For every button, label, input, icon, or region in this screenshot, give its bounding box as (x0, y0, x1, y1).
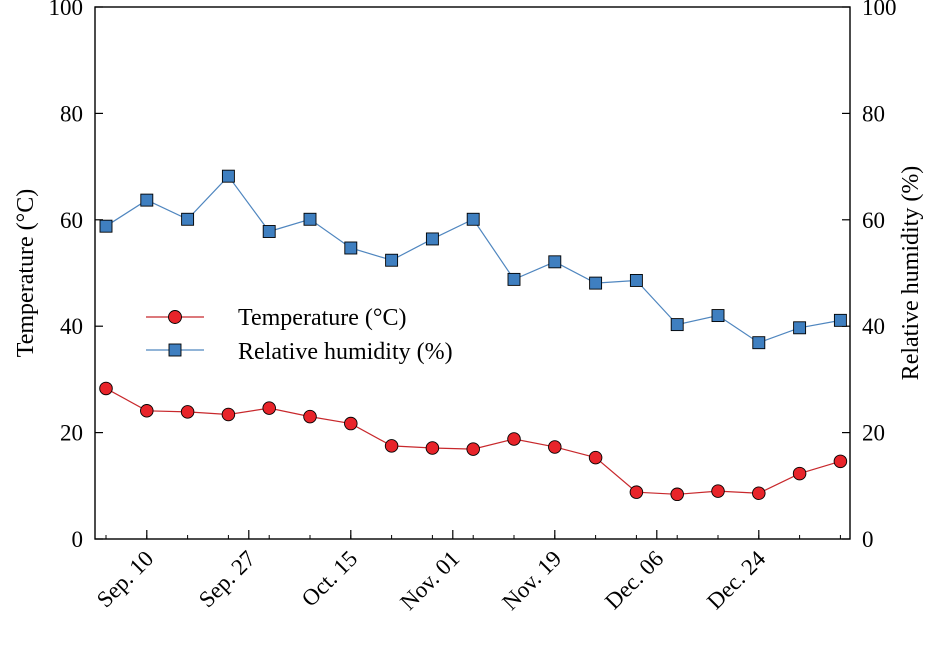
temperature-point (670, 487, 684, 502)
humidity-point (140, 193, 154, 207)
right-tick-label: 80 (862, 101, 885, 126)
x-tick-label: Sep. 10 (92, 546, 158, 612)
humidity-point (344, 241, 358, 255)
temperature-point (466, 442, 480, 456)
humidity-point (589, 276, 603, 290)
temperature-point (99, 381, 113, 396)
humidity-point (466, 212, 480, 226)
humidity-point (99, 219, 113, 233)
left-tick-label: 20 (60, 421, 83, 446)
right-tick-label: 40 (862, 314, 885, 339)
right-axis-title: Relative humidity (%) (898, 166, 924, 381)
humidity-point (711, 309, 725, 323)
humidity-point (833, 313, 847, 327)
right-axis-ticks: 0 20 40 60 80 100 (842, 0, 897, 552)
temperature-point (792, 466, 807, 481)
humidity-point (670, 318, 684, 332)
x-tick-label: Dec. 06 (600, 546, 668, 614)
legend-marker-humidity (168, 343, 182, 357)
temperature-point (221, 407, 236, 422)
right-tick-label: 60 (862, 208, 885, 233)
left-axis-ticks: 0 20 40 60 80 100 (49, 0, 103, 552)
plot-frame (94, 6, 851, 540)
humidity-point (425, 232, 439, 246)
humidity-point (752, 336, 766, 350)
temperature-point (344, 416, 358, 431)
x-tick-label: Oct. 15 (297, 546, 363, 612)
left-tick-label: 40 (60, 314, 83, 339)
humidity-point (793, 321, 807, 335)
legend-label-humidity: Relative humidity (%) (238, 339, 453, 365)
series-layer (99, 169, 848, 502)
temperature-point (629, 485, 644, 499)
temperature-point (507, 432, 521, 446)
temperature-point (752, 486, 766, 500)
left-tick-label: 100 (49, 0, 84, 20)
right-tick-label: 0 (862, 527, 874, 552)
temperature-point (833, 454, 848, 469)
temperature-point (262, 401, 276, 415)
left-tick-label: 60 (60, 208, 83, 233)
x-axis-ticks: Sep. 10 Sep. 27 Oct. 15 Nov. 01 Nov. 19 Dec. … (92, 530, 841, 615)
humidity-point (181, 212, 195, 226)
humidity-point (221, 169, 235, 183)
temperature-point (425, 441, 440, 455)
temperature-point (711, 484, 725, 498)
humidity-point (385, 253, 399, 267)
x-tick-label: Sep. 27 (194, 546, 260, 612)
temperature-point (588, 450, 603, 465)
temperature-point (180, 405, 195, 419)
left-tick-label: 0 (72, 527, 84, 552)
left-axis-title: Temperature (°C) (13, 189, 39, 358)
humidity-point (303, 212, 317, 226)
humidity-point (507, 272, 521, 286)
humidity-series-line (105, 175, 841, 344)
temperature-point (303, 409, 317, 424)
left-tick-label: 80 (60, 101, 83, 126)
humidity-point (548, 255, 562, 269)
x-tick-label: Dec. 24 (702, 546, 771, 615)
legend-marker-temperature (168, 310, 182, 324)
x-tick-label: Nov. 01 (395, 546, 464, 615)
x-tick-label: Nov. 19 (497, 546, 566, 615)
temperature-series-line (105, 387, 841, 495)
legend-label-temperature: Temperature (°C) (238, 305, 407, 331)
humidity-point (262, 225, 276, 238)
legend: Temperature (°C) Relative humidity (%) (146, 305, 453, 365)
humidity-point (629, 273, 643, 287)
right-tick-label: 20 (862, 421, 885, 446)
right-tick-label: 100 (862, 0, 897, 20)
temperature-point (384, 439, 399, 453)
temperature-point (548, 440, 562, 454)
temperature-point (140, 404, 154, 418)
